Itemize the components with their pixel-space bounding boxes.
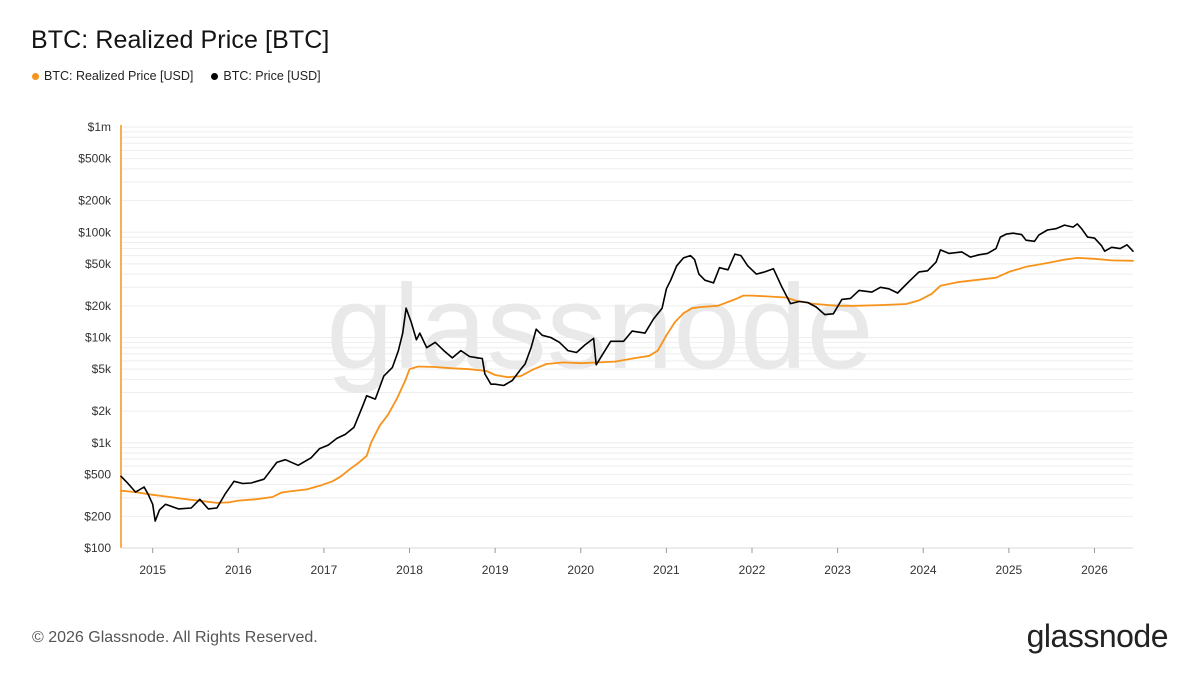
- y-tick-label: $500k: [78, 152, 112, 166]
- copyright-footer: © 2026 Glassnode. All Rights Reserved.: [32, 629, 318, 646]
- x-tick-label: 2021: [653, 563, 680, 577]
- y-tick-label: $100: [84, 541, 111, 555]
- x-tick-label: 2023: [824, 563, 851, 577]
- y-tick-label: $2k: [92, 404, 112, 418]
- legend-item-price[interactable]: BTC: Price [USD]: [211, 69, 321, 83]
- y-tick-label: $100k: [78, 225, 112, 239]
- grid-layer: [121, 126, 1133, 549]
- series-line-price[interactable]: [120, 223, 1134, 522]
- y-tick-label: $1k: [92, 436, 112, 450]
- series-line-realized-price[interactable]: [120, 257, 1134, 504]
- x-tick-label: 2016: [225, 563, 252, 577]
- glassnode-logo: glassnode: [1026, 618, 1169, 654]
- legend-dot-realized-price: [32, 72, 39, 80]
- series-layer: [120, 223, 1134, 522]
- x-tick-label: 2025: [996, 563, 1023, 577]
- chart-canvas[interactable]: glassnode $100$200$500$1k$2k$5k$10k$20k$…: [0, 0, 1200, 600]
- chart-title: BTC: Realized Price [BTC]: [31, 26, 330, 54]
- legend-dot-price: [211, 72, 219, 80]
- x-tick-label: 2024: [910, 563, 937, 577]
- y-tick-label: $10k: [85, 331, 112, 345]
- x-tick-label: 2015: [139, 563, 166, 577]
- y-tick-label: $5k: [92, 362, 112, 376]
- y-tick-label: $500: [84, 467, 111, 481]
- x-tick-label: 2020: [567, 563, 594, 577]
- x-tick-label: 2018: [396, 563, 423, 577]
- legend-label-realized-price: BTC: Realized Price [USD]: [44, 69, 194, 83]
- y-tick-label: $1m: [88, 120, 111, 134]
- x-tick-label: 2019: [482, 563, 509, 577]
- x-tick-label: 2022: [739, 563, 766, 577]
- x-tick-label: 2026: [1081, 563, 1108, 577]
- legend-item-realized-price[interactable]: BTC: Realized Price [USD]: [32, 69, 193, 83]
- y-tick-label: $200: [84, 509, 111, 523]
- legend: BTC: Realized Price [USD] BTC: Price [US…: [32, 69, 339, 83]
- axis-layer: $100 $200 $500 $1k $2k $5k $10k $20k $50k $100k $2…: [78, 120, 1133, 577]
- x-tick-label: 2017: [311, 563, 338, 577]
- y-tick-label: $20k: [85, 299, 112, 313]
- y-tick-label: $50k: [85, 257, 112, 271]
- watermark-logo: glassnode: [326, 260, 873, 394]
- y-tick-label: $200k: [78, 194, 112, 208]
- legend-label-price: BTC: Price [USD]: [223, 69, 321, 83]
